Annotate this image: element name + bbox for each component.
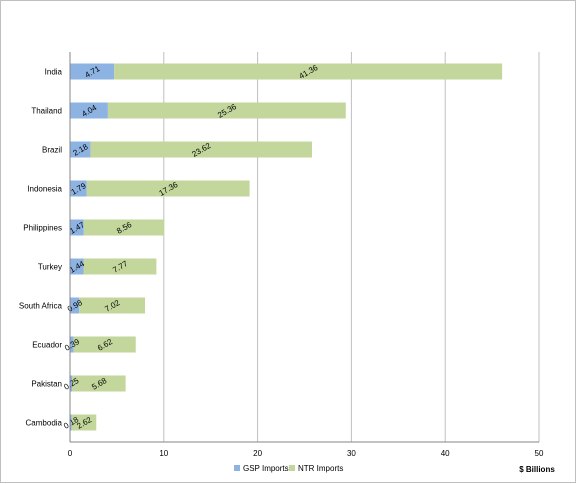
bar-ntr-india (114, 63, 503, 80)
category-label: Brazil (42, 146, 62, 155)
bar-ntr-pakistan (72, 375, 126, 392)
x-unit-label: $ Billions (519, 465, 555, 474)
category-label: Turkey (38, 263, 62, 272)
x-tick-label: 20 (253, 449, 262, 458)
bar-ntr-ecuador (73, 336, 136, 353)
bar-ntr-turkey (83, 258, 157, 275)
legend-swatch (289, 465, 295, 471)
bar-ntr-philippines (83, 219, 165, 236)
legend-swatch (234, 465, 240, 471)
bar-ntr-indonesia (86, 180, 250, 197)
x-tick-label: 30 (347, 449, 356, 458)
bar-ntr-south-africa (79, 297, 146, 314)
x-tick-label: 0 (68, 449, 73, 458)
bar-gsp-turkey (70, 258, 84, 275)
bar-gsp-pakistan (70, 375, 73, 392)
category-label: Cambodia (26, 419, 63, 428)
bar-ntr-brazil (90, 141, 313, 158)
bar-gsp-thailand (70, 102, 108, 119)
bar-gsp-cambodia (70, 414, 72, 431)
bar-gsp-philippines (70, 219, 84, 236)
x-tick-label: 50 (535, 449, 544, 458)
bars (70, 63, 503, 431)
bar-ntr-thailand (107, 102, 346, 119)
legend-entry: GSP Imports (243, 464, 289, 473)
category-label: Indonesia (27, 185, 62, 194)
category-label: Philippines (23, 224, 62, 233)
bar-gsp-indonesia (70, 180, 87, 197)
bar-gsp-brazil (70, 141, 91, 158)
category-label: India (45, 68, 63, 77)
legend-entry: NTR Imports (298, 464, 343, 473)
bar-gsp-india (70, 63, 115, 80)
bar-gsp-south-africa (70, 297, 80, 314)
category-label: Thailand (31, 107, 62, 116)
category-label: South Africa (19, 302, 63, 311)
bar-gsp-ecuador (70, 336, 74, 353)
category-label: Pakistan (31, 380, 62, 389)
x-tick-label: 10 (159, 449, 168, 458)
legend: GSP Imports NTR Imports (234, 464, 343, 473)
x-tick-label: 40 (441, 449, 450, 458)
axes: 0 10 20 30 40 50 $ Billions India Thailand Brazil… (19, 52, 555, 474)
bar-ntr-cambodia (71, 414, 97, 431)
category-label: Ecuador (32, 341, 62, 350)
